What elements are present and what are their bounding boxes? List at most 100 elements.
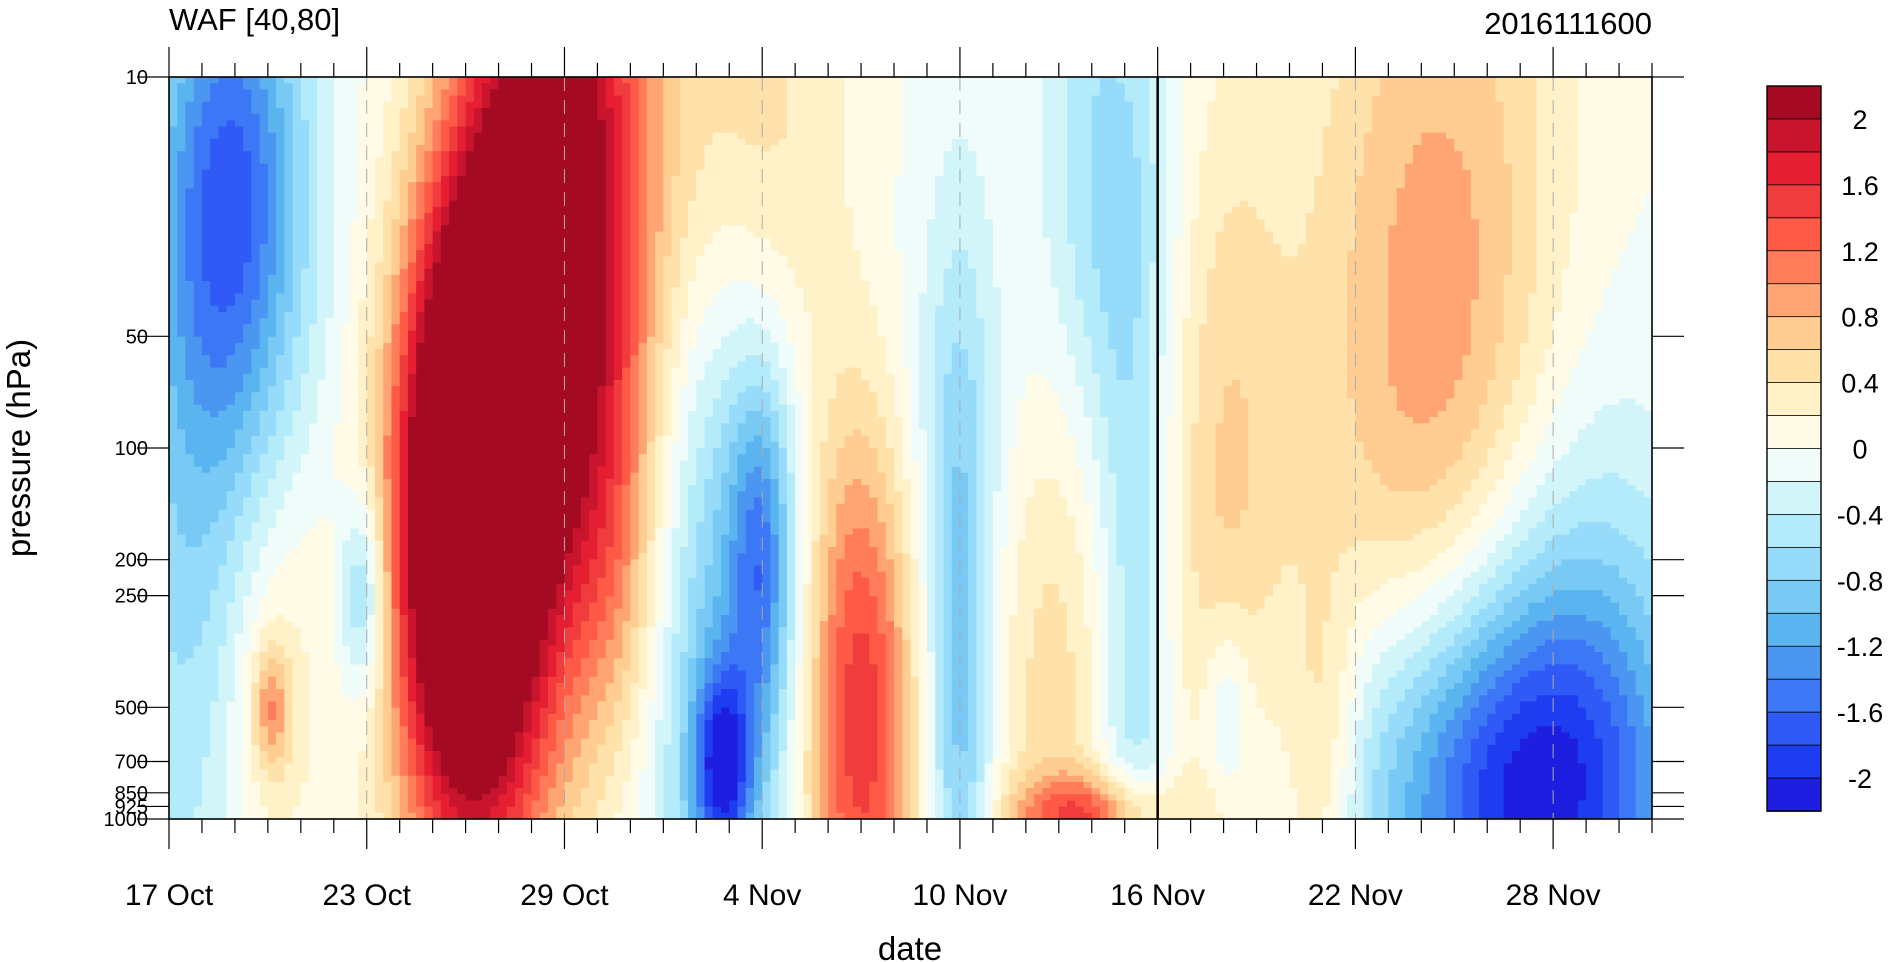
colorbar-swatch: [1766, 744, 1822, 779]
contour-cell: [449, 806, 458, 819]
contour-cell: [1536, 577, 1546, 604]
contour-cell: [226, 448, 236, 492]
contour-cell: [292, 627, 302, 808]
contour-cell: [276, 509, 285, 567]
contour-cell: [1108, 763, 1118, 777]
contour-cell: [1042, 478, 1052, 585]
contour-cell: [622, 77, 631, 84]
contour-cell: [1511, 77, 1521, 381]
contour-cell: [721, 812, 730, 819]
contour-cell: [1528, 732, 1538, 819]
contour-cell: [959, 250, 969, 350]
contour-cell: [1281, 750, 1291, 819]
contour-cell: [1083, 794, 1093, 814]
contour-cell: [539, 639, 549, 678]
contour-cell: [267, 77, 277, 134]
contour-cell: [943, 788, 953, 819]
contour-cell: [753, 287, 763, 325]
contour-cell: [1569, 664, 1579, 696]
contour-cell: [473, 800, 483, 819]
contour-cell: [580, 497, 590, 542]
contour-cell: [1190, 77, 1200, 220]
contour-cell: [440, 151, 450, 177]
contour-cell: [251, 349, 261, 393]
contour-cell: [1495, 676, 1505, 703]
contour-cell: [1619, 614, 1628, 653]
contour-cell: [350, 219, 360, 492]
contour-cell: [1619, 478, 1628, 536]
contour-cell: [1528, 460, 1538, 499]
contour-cell: [589, 676, 599, 721]
contour-cell: [276, 355, 285, 412]
chart-title: WAF [40,80]: [169, 2, 340, 37]
contour-cell: [1231, 602, 1241, 647]
contour-cell: [1553, 664, 1562, 696]
contour-cell: [1495, 614, 1505, 635]
contour-cell: [852, 77, 862, 251]
contour-cell: [1215, 423, 1225, 517]
contour-cell: [885, 373, 895, 449]
contour-cell: [1116, 769, 1126, 783]
contour-cell: [333, 478, 343, 666]
contour-cell: [259, 689, 269, 727]
contour-cell: [243, 324, 252, 375]
contour-cell: [391, 274, 401, 325]
contour-cell: [696, 713, 706, 808]
contour-cell: [910, 460, 920, 560]
contour-cell: [745, 410, 755, 443]
colorbar-swatch: [1766, 612, 1822, 648]
contour-cell: [1602, 596, 1612, 628]
contour-cell: [1108, 349, 1118, 474]
contour-cell: [1116, 757, 1126, 771]
contour-cell: [374, 812, 384, 819]
contour-cell: [243, 89, 252, 152]
contour-cell: [383, 342, 393, 437]
contour-cell: [1544, 664, 1554, 696]
contour-cell: [1536, 621, 1546, 647]
contour-cell: [1528, 701, 1538, 734]
contour-cell: [778, 318, 788, 369]
contour-cell: [1544, 540, 1554, 573]
contour-cell: [1635, 546, 1645, 597]
contour-cell: [1132, 781, 1142, 795]
contour-cell: [407, 658, 417, 703]
contour-cell: [745, 472, 755, 511]
contour-cell: [803, 794, 813, 819]
contour-cell: [309, 528, 318, 819]
contour-cell: [795, 77, 804, 288]
contour-cell: [1141, 738, 1151, 771]
contour-cell: [1487, 713, 1497, 746]
contour-cell: [243, 410, 252, 455]
contour-cell: [712, 77, 722, 134]
contour-cell: [704, 627, 714, 659]
contour-cell: [1330, 89, 1340, 573]
contour-cell: [597, 528, 607, 579]
contour-cell: [276, 107, 285, 295]
contour-cell: [1190, 757, 1200, 819]
contour-cell: [440, 175, 450, 208]
contour-cell: [177, 429, 187, 536]
contour-cell: [1034, 794, 1043, 819]
contour-cell: [399, 614, 409, 678]
contour-cell: [910, 77, 920, 461]
contour-cell: [374, 77, 384, 158]
contour-cell: [383, 781, 393, 819]
contour-cell: [374, 497, 384, 542]
contour-cell: [745, 441, 755, 474]
contour-cell: [482, 77, 491, 84]
contour-cell: [753, 237, 763, 288]
contour-cell: [284, 83, 294, 313]
contour-cell: [696, 256, 706, 325]
contour-cell: [1207, 268, 1216, 610]
contour-cell: [1116, 77, 1126, 84]
contour-cell: [1025, 373, 1035, 499]
contour-cell: [515, 757, 524, 789]
contour-cell: [1174, 237, 1183, 777]
contour-cell: [1446, 757, 1455, 819]
contour-cell: [721, 287, 730, 338]
contour-cell: [1347, 627, 1356, 703]
contour-cell: [177, 336, 187, 431]
contour-cell: [622, 485, 631, 567]
contour-cell: [350, 627, 360, 666]
contour-cell: [185, 658, 195, 819]
